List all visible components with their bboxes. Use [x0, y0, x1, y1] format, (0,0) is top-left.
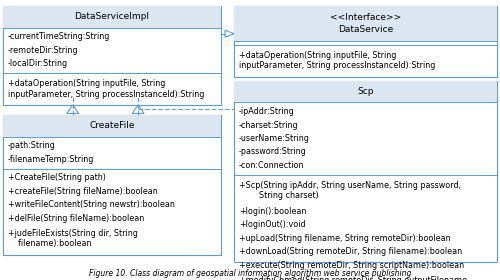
- Text: -path:String: -path:String: [8, 141, 56, 150]
- Text: Scp: Scp: [357, 87, 374, 96]
- Bar: [3, 6, 221, 27]
- Text: <<Interface>>
DataService: <<Interface>> DataService: [330, 13, 401, 34]
- Bar: [234, 81, 497, 102]
- Text: +dataOperation(String inputFile, String
inputParameter, String processInstanceId: +dataOperation(String inputFile, String …: [239, 51, 436, 71]
- Text: Figure 10. Class diagram of geospatial information algorithm web service publish: Figure 10. Class diagram of geospatial i…: [89, 269, 411, 279]
- Text: -charset:String: -charset:String: [239, 120, 298, 130]
- Text: +loginOut():void: +loginOut():void: [239, 220, 306, 229]
- Bar: [3, 6, 221, 105]
- Text: +modifyChmod(String remoteDir, String outputFilename,
        String errorOutput: +modifyChmod(String remoteDir, String ou…: [239, 276, 470, 280]
- Text: +downLoad(String remoteDir, String filename):boolean: +downLoad(String remoteDir, String filen…: [239, 247, 462, 256]
- Text: +writeFileContent(String newstr):boolean: +writeFileContent(String newstr):boolean: [8, 200, 175, 209]
- Text: +Scp(String ipAddr, String userName, String password,
        String charset): +Scp(String ipAddr, String userName, Str…: [239, 181, 461, 200]
- Text: +upLoad(String filename, String remoteDir):boolean: +upLoad(String filename, String remoteDi…: [239, 234, 450, 242]
- Text: +delFile(String fileName):boolean: +delFile(String fileName):boolean: [8, 214, 144, 223]
- Bar: [234, 81, 497, 262]
- Text: -localDir:String: -localDir:String: [8, 59, 68, 68]
- Text: +CreateFile(String path): +CreateFile(String path): [8, 173, 106, 182]
- Text: +dataOperation(String inputFile, String
inputParameter, String processInstanceId: +dataOperation(String inputFile, String …: [8, 79, 204, 99]
- Text: +judeFileExists(String dir, String
    filename):boolean: +judeFileExists(String dir, String filen…: [8, 229, 138, 248]
- Text: +createFile(String fileName):boolean: +createFile(String fileName):boolean: [8, 187, 158, 196]
- Text: -filenameTemp:String: -filenameTemp:String: [8, 155, 94, 164]
- Text: +execute(String remoteDir, String scriptName):boolean: +execute(String remoteDir, String script…: [239, 260, 464, 270]
- Text: -currentTimeString:String: -currentTimeString:String: [8, 32, 111, 41]
- Text: -con:Connection: -con:Connection: [239, 161, 304, 170]
- Text: -userName:String: -userName:String: [239, 134, 310, 143]
- Bar: [234, 6, 497, 77]
- Text: CreateFile: CreateFile: [90, 121, 135, 130]
- Text: -password:String: -password:String: [239, 148, 307, 157]
- Text: +login():boolean: +login():boolean: [239, 207, 306, 216]
- Text: DataServiceImpl: DataServiceImpl: [74, 12, 150, 21]
- Text: -remoteDir:String: -remoteDir:String: [8, 46, 78, 55]
- Text: -ipAddr:String: -ipAddr:String: [239, 107, 295, 116]
- Bar: [3, 115, 221, 255]
- Bar: [3, 115, 221, 137]
- Bar: [234, 6, 497, 41]
